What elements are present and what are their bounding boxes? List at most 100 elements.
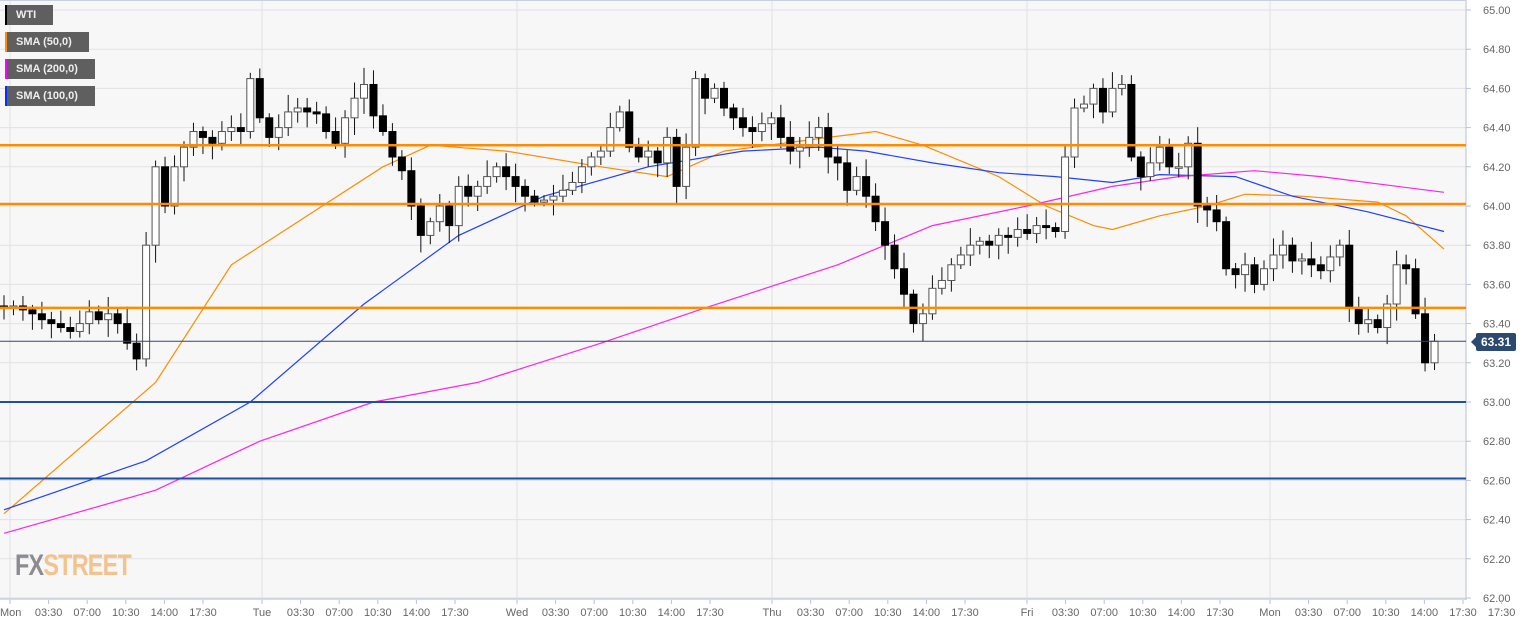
legend-sma100[interactable]: SMA (100,0) (5, 86, 95, 106)
candle (691, 71, 700, 157)
candle-body (1061, 156, 1070, 232)
candle-body (360, 83, 368, 99)
candle (66, 316, 75, 339)
candle-body (246, 78, 255, 133)
x-tick-label: 14:00 (658, 607, 686, 619)
candle-body (312, 111, 321, 115)
candle (1231, 262, 1240, 289)
x-tick-label: 17:30 (951, 607, 979, 619)
candle-body (521, 185, 530, 197)
candle (862, 159, 871, 208)
candle-body (814, 127, 823, 138)
candle (1155, 135, 1164, 171)
candle (947, 258, 956, 292)
x-tick-label: 14:00 (913, 607, 941, 619)
legend-sma50[interactable]: SMA (50,0) (5, 32, 89, 52)
candle-body (511, 176, 520, 187)
candle (322, 106, 331, 139)
candle-body (1354, 307, 1363, 325)
x-tick-label: 17:30 (1206, 607, 1234, 619)
y-tick-label: 62.80 (1483, 436, 1511, 448)
candle (672, 128, 681, 204)
candle-body (1250, 264, 1259, 285)
candle (1051, 222, 1060, 238)
candle-body (682, 146, 691, 187)
legend-wti[interactable]: WTI (5, 5, 53, 25)
x-tick-label: 10:30 (874, 607, 902, 619)
candle (180, 141, 188, 182)
candle-body (710, 87, 719, 99)
candle-body (1089, 87, 1098, 105)
x-tick-label: 10:30 (1372, 607, 1400, 619)
x-tick-label: 14:00 (151, 607, 179, 619)
candle-body (378, 115, 387, 133)
plot-background (0, 0, 1466, 600)
y-tick-label: 64.80 (1483, 44, 1511, 56)
candle (720, 81, 728, 117)
candle-body (625, 111, 634, 148)
x-tick-label: Thu (763, 607, 782, 619)
candle (1127, 75, 1136, 162)
legend-swatch (5, 5, 7, 25)
candle-body (1345, 244, 1354, 309)
candle-body (1193, 142, 1202, 207)
candle-body (483, 176, 492, 187)
candle-body (966, 244, 975, 256)
candle-body (1421, 313, 1430, 364)
candle (1146, 147, 1155, 181)
candle (473, 180, 482, 212)
candle-body (1184, 142, 1193, 168)
candle (871, 183, 880, 231)
candle (881, 207, 890, 260)
candle-body (568, 181, 577, 191)
candle-body (397, 156, 406, 172)
y-tick-label: 64.00 (1483, 201, 1511, 213)
candle-body (653, 150, 662, 164)
candle (577, 159, 586, 194)
sma-line-1000 (3, 146, 1445, 511)
candle (502, 153, 511, 191)
candle (407, 157, 416, 221)
candle (966, 228, 975, 266)
candle-body (369, 83, 378, 117)
x-tick-label: 17:30 (1488, 607, 1516, 619)
x-tick-label: 17:30 (1449, 607, 1477, 619)
candle (369, 70, 378, 129)
y-tick-label: 63.40 (1483, 319, 1511, 331)
candle-body (587, 156, 596, 168)
candle (900, 252, 908, 309)
candle-body (1127, 83, 1136, 158)
candle (492, 162, 501, 183)
legend-label: SMA (50,0) (16, 36, 72, 48)
candle (748, 116, 757, 148)
x-tick-label: Mon (1259, 607, 1280, 619)
candle-body (795, 146, 804, 152)
y-tick-label: 62.40 (1483, 515, 1511, 527)
candle (890, 234, 899, 279)
x-tick-label: 10:30 (364, 607, 392, 619)
legend-sma200[interactable]: SMA (200,0) (5, 59, 95, 79)
candle-body (890, 244, 899, 270)
candle (1042, 209, 1051, 240)
candle-body (928, 287, 937, 315)
candle (1203, 196, 1212, 227)
candle-body (161, 166, 170, 207)
candle-body (1383, 303, 1392, 329)
candle-body (634, 146, 643, 158)
candle (729, 103, 738, 130)
candle (435, 194, 444, 232)
candle-body (1269, 254, 1278, 270)
candle-body (843, 162, 852, 191)
candle (511, 163, 520, 203)
candle (1269, 238, 1278, 282)
x-tick-label: 17:30 (189, 607, 217, 619)
candle (132, 333, 141, 371)
candle-body (1108, 87, 1117, 113)
candle (558, 174, 567, 203)
candle (85, 300, 94, 335)
candle-body (738, 117, 747, 129)
candle (151, 160, 160, 263)
candle (341, 110, 350, 158)
candle (189, 122, 198, 156)
